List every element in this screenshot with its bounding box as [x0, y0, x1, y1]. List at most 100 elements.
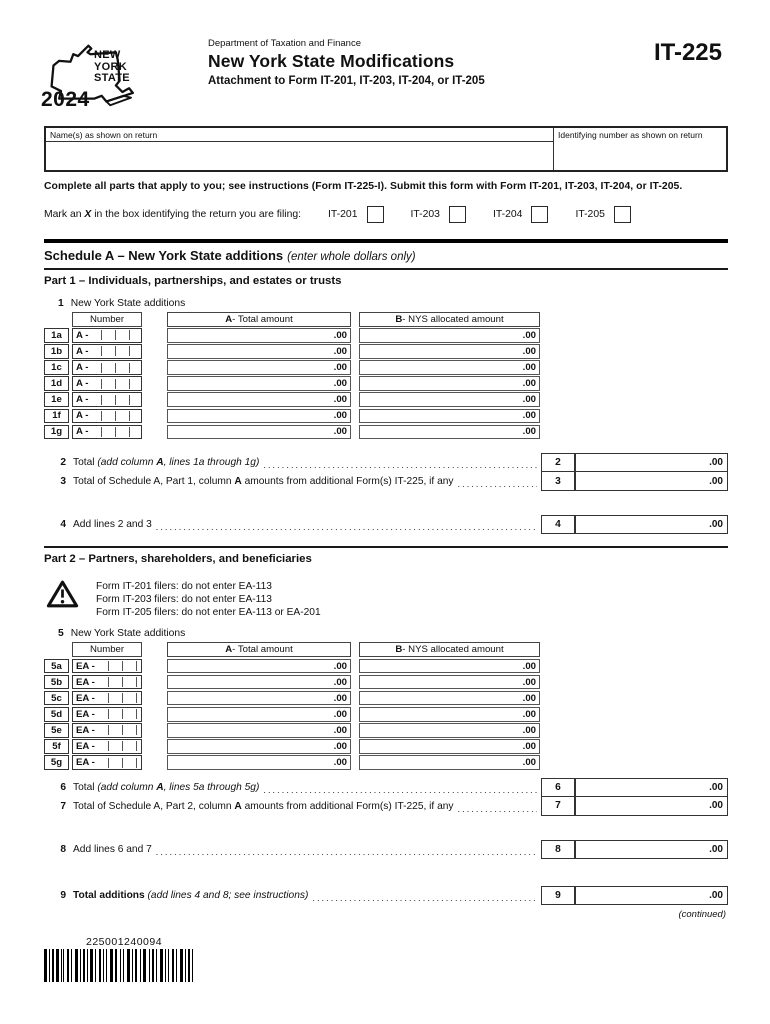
row-label: 5g: [44, 755, 69, 770]
it-201-checkbox[interactable]: [366, 206, 384, 223]
total-amount-field[interactable]: .00: [167, 376, 351, 391]
modification-number-field[interactable]: A -: [72, 344, 142, 359]
line-number-box: 2: [541, 453, 575, 473]
logo-state-name: NEW YORK STATE: [94, 49, 130, 84]
nys-allocated-amount-field[interactable]: .00: [359, 658, 540, 674]
modification-number-field[interactable]: A -: [72, 392, 142, 407]
dotted-leader: [458, 804, 537, 815]
nys-logo: NEW YORK STATE 2024: [41, 37, 172, 111]
modification-number-field[interactable]: A -: [72, 408, 142, 424]
taxpayer-info-box: Name(s) as shown on return Identifying n…: [44, 126, 728, 172]
modification-number-field[interactable]: A -: [72, 360, 142, 375]
line-7-amount-field[interactable]: .00: [575, 796, 728, 816]
name-input[interactable]: [46, 142, 553, 170]
table-row-1e: 1e A - .00 .00: [44, 392, 728, 407]
nys-allocated-amount-field[interactable]: .00: [359, 344, 540, 359]
line-8-total: 8 Add lines 6 and 7 8 .00: [44, 839, 728, 859]
nys-allocated-amount-field[interactable]: .00: [359, 723, 540, 738]
line-number-box: 9: [541, 885, 575, 905]
table-row-1a: 1a A - .00 .00: [44, 328, 728, 343]
total-amount-field[interactable]: .00: [167, 690, 351, 706]
modification-number-field[interactable]: EA -: [72, 674, 142, 690]
line-2-amount-field[interactable]: .00: [575, 453, 728, 473]
nys-allocated-amount-field[interactable]: .00: [359, 360, 540, 375]
warning-it201: Form IT-201 filers: do not enter EA-113: [96, 581, 272, 593]
filing-option-it204: IT-204: [493, 206, 549, 223]
dotted-leader: [263, 460, 537, 471]
identifying-number-input[interactable]: [554, 141, 726, 170]
modification-number-field[interactable]: A -: [72, 328, 142, 343]
line-4-total: 4 Add lines 2 and 3 4 .00: [44, 515, 728, 535]
row-label: 1a: [44, 328, 69, 343]
nys-allocated-amount-field[interactable]: .00: [359, 707, 540, 722]
line-6-amount-field[interactable]: .00: [575, 777, 728, 797]
nys-allocated-amount-field[interactable]: .00: [359, 674, 540, 690]
line-9-total-additions: 9 Total additions (add lines 4 and 8; se…: [44, 885, 728, 905]
row-label: 5a: [44, 658, 69, 674]
nys-allocated-amount-field[interactable]: .00: [359, 739, 540, 754]
it-204-checkbox[interactable]: [531, 206, 549, 223]
line-8-amount-field[interactable]: .00: [575, 839, 728, 859]
line-1: 1 New York State additions: [58, 298, 728, 309]
dotted-leader: [156, 847, 537, 858]
line-5-number: 5: [58, 628, 64, 640]
total-amount-field[interactable]: .00: [167, 739, 351, 754]
filing-option-it203: IT-203: [411, 206, 466, 223]
modification-number-field[interactable]: EA -: [72, 723, 142, 738]
nys-allocated-amount-field[interactable]: .00: [359, 328, 540, 343]
nys-allocated-amount-field[interactable]: .00: [359, 376, 540, 391]
table-row-5c: 5c EA - .00 .00: [44, 690, 728, 706]
line-number: 2: [60, 457, 66, 469]
it-203-checkbox[interactable]: [448, 206, 466, 223]
nys-allocated-amount-field[interactable]: .00: [359, 392, 540, 407]
line-number-box: 7: [541, 796, 575, 816]
filing-type-row: Mark an X in the box identifying the ret…: [44, 206, 728, 223]
line-2-total: 2 Total (add column A, lines 1a through …: [44, 453, 728, 473]
schedule-a-title: Schedule A – New York State additions (en…: [44, 247, 416, 263]
complete-instruction: Complete all parts that apply to you; se…: [44, 181, 683, 192]
line-number: 9: [60, 889, 66, 901]
row-label: 1e: [44, 392, 69, 407]
total-amount-field[interactable]: .00: [167, 392, 351, 407]
total-amount-field[interactable]: .00: [167, 360, 351, 375]
modification-number-field[interactable]: EA -: [72, 755, 142, 770]
line-number-box: 4: [541, 515, 575, 535]
row-label: 1g: [44, 424, 69, 440]
nys-allocated-amount-field[interactable]: .00: [359, 408, 540, 424]
nys-allocated-amount-field[interactable]: .00: [359, 690, 540, 706]
nys-allocated-amount-field[interactable]: .00: [359, 424, 540, 440]
column-header-b: B - NYS allocated amount: [359, 642, 540, 658]
section-divider: [44, 239, 728, 243]
total-amount-field[interactable]: .00: [167, 344, 351, 359]
table-row-5f: 5f EA - .00 .00: [44, 739, 728, 754]
column-header-b: B - NYS allocated amount: [359, 311, 540, 327]
total-amount-field[interactable]: .00: [167, 658, 351, 674]
part1-additions-table: Number A - Total amount B - NYS allocate…: [44, 311, 728, 440]
form-header: NEW YORK STATE 2024 Department of Taxati…: [41, 37, 728, 111]
barcode: [44, 949, 193, 982]
total-amount-field[interactable]: .00: [167, 408, 351, 424]
tax-year: 2024: [41, 88, 90, 111]
line-3-amount-field[interactable]: .00: [575, 472, 728, 492]
line-9-amount-field[interactable]: .00: [575, 885, 728, 905]
nys-allocated-amount-field[interactable]: .00: [359, 755, 540, 770]
row-label: 5d: [44, 707, 69, 722]
modification-number-field[interactable]: EA -: [72, 707, 142, 722]
modification-number-field[interactable]: EA -: [72, 690, 142, 706]
total-amount-field[interactable]: .00: [167, 328, 351, 343]
line-3-total: 3 Total of Schedule A, Part 1, column A …: [44, 472, 728, 492]
modification-number-field[interactable]: A -: [72, 376, 142, 391]
total-amount-field[interactable]: .00: [167, 707, 351, 722]
line-number: 8: [60, 843, 66, 855]
total-amount-field[interactable]: .00: [167, 755, 351, 770]
it-205-checkbox[interactable]: [613, 206, 631, 223]
total-amount-field[interactable]: .00: [167, 424, 351, 440]
line-4-amount-field[interactable]: .00: [575, 515, 728, 535]
modification-number-field[interactable]: EA -: [72, 658, 142, 674]
total-amount-field[interactable]: .00: [167, 674, 351, 690]
total-amount-field[interactable]: .00: [167, 723, 351, 738]
it-205-label: IT-205: [575, 209, 605, 220]
modification-number-field[interactable]: A -: [72, 424, 142, 440]
modification-number-field[interactable]: EA -: [72, 739, 142, 754]
it-201-label: IT-201: [328, 209, 358, 220]
